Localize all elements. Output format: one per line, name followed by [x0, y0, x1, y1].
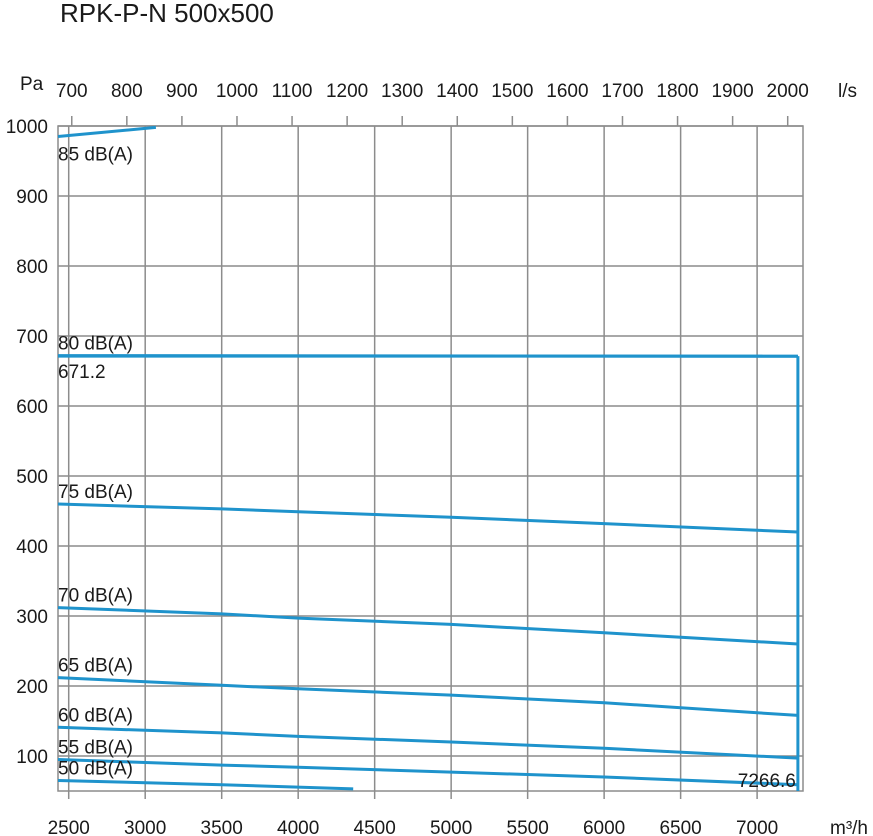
series-curve-55dba: [57, 758, 798, 787]
series-label: 80 dB(A): [58, 334, 133, 355]
top-x-tick-label: 1000: [216, 81, 258, 102]
y-tick-label: 500: [16, 467, 48, 488]
x-tick-label: 5000: [430, 818, 472, 836]
series-curve-65dba: [57, 676, 798, 717]
top-x-tick-label: 1200: [326, 81, 368, 102]
series-label: 75 dB(A): [58, 482, 133, 503]
x-tick-label: 5500: [507, 818, 549, 836]
top-x-tick-label: 1300: [381, 81, 423, 102]
y-tick-label: 200: [16, 677, 48, 698]
plot-frame: [57, 125, 804, 792]
y-tick-label: 700: [16, 327, 48, 348]
y-tick-label: 300: [16, 607, 48, 628]
top-x-tick-label: 1100: [272, 81, 313, 102]
series-curve-50dba: [57, 779, 354, 791]
y-tick-label: 800: [16, 257, 48, 278]
y-unit-label: Pa: [20, 74, 44, 95]
x-tick-label: 4000: [277, 818, 319, 836]
series-curve-60dba: [57, 725, 798, 760]
series-curve-75dba: [57, 502, 798, 534]
top-x-unit-label: l/s: [838, 81, 857, 102]
x-tick-label: 6000: [583, 818, 625, 836]
top-x-tick-label: 2000: [767, 81, 809, 102]
series-label: 85 dB(A): [58, 145, 133, 166]
y-tick-label: 900: [16, 187, 48, 208]
x-tick-label: 3500: [201, 818, 243, 836]
y-tick-label: 600: [16, 397, 48, 418]
series-label: 70 dB(A): [58, 586, 133, 607]
series-label: 55 dB(A): [58, 738, 133, 759]
label-layer: 85 dB(A) 80 dB(A) 75 dB(A) 70 dB(A) 65 dB(A)…: [58, 145, 796, 793]
series-layer: [57, 125, 800, 791]
top-x-tick-label: 1700: [601, 81, 643, 102]
series-curve-85dba: [57, 125, 157, 138]
chart-title: RPK-P-N 500x500: [60, 0, 274, 28]
top-x-tick-label: 1800: [656, 81, 698, 102]
top-x-tick-label: 1900: [711, 81, 753, 102]
x-tick-label: 4500: [354, 818, 396, 836]
y-tick-label: 1000: [6, 117, 48, 138]
series-curve-70dba: [57, 606, 798, 646]
y-tick-label: 100: [16, 747, 48, 768]
tick-layer: 100 200 300 400 500 600 700 800 900 1000 2500 3000 3…: [6, 81, 809, 836]
top-x-tick-label: 1400: [436, 81, 478, 102]
series-label: 60 dB(A): [58, 705, 133, 726]
top-x-tick-label: 1600: [546, 81, 588, 102]
bottom-x-unit-label: m³/h: [830, 818, 868, 836]
series-label: 50 dB(A): [58, 759, 133, 780]
operating-point-y-label: 671.2: [58, 362, 106, 383]
x-tick-label: 6500: [659, 818, 701, 836]
grid-layer: [57, 116, 804, 799]
top-x-tick-label: 700: [56, 81, 88, 102]
series-label: 65 dB(A): [58, 656, 133, 677]
top-x-tick-label: 800: [111, 81, 143, 102]
x-tick-label: 2500: [48, 818, 90, 836]
x-tick-label: 3000: [124, 818, 166, 836]
operating-point-x-label: 7266.6: [738, 771, 796, 792]
x-tick-label: 7000: [736, 818, 778, 836]
top-x-tick-label: 1500: [491, 81, 533, 102]
top-x-tick-label: 900: [166, 81, 198, 102]
y-tick-label: 400: [16, 537, 48, 558]
